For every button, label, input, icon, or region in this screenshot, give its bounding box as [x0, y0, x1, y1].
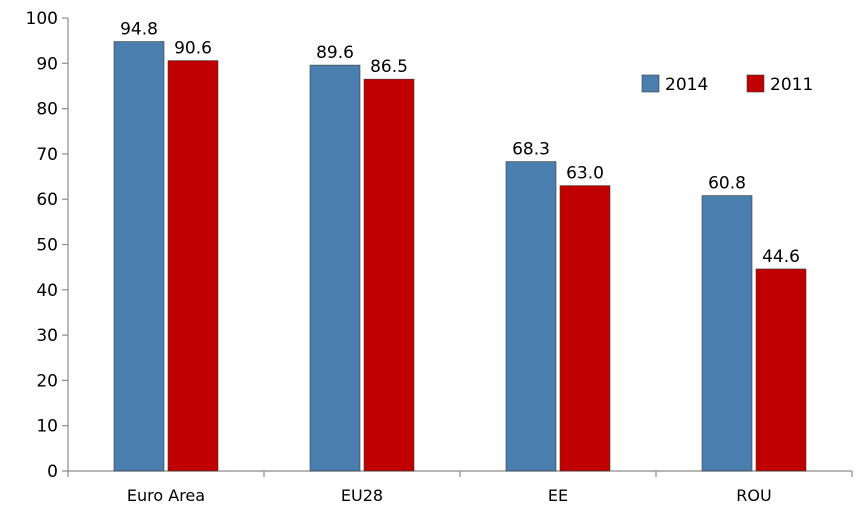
bars	[113, 41, 807, 472]
x-tick-label: EE	[548, 486, 568, 505]
y-tick-label: 40	[36, 281, 58, 301]
data-label: 44.6	[762, 247, 800, 267]
y-tick-label: 90	[36, 54, 58, 74]
bar-2014-eu28	[309, 64, 361, 472]
legend-label-2014: 2014	[665, 75, 708, 95]
x-tick-label: Euro Area	[127, 486, 205, 505]
data-label: 60.8	[708, 174, 746, 194]
y-tick-label: 100	[26, 9, 58, 29]
x-tick-label: EU28	[341, 486, 383, 505]
y-axis: 0 10 20 30 40 50 60 70 80 90 100	[26, 9, 69, 482]
bar-2011-euro-area	[167, 60, 219, 472]
data-label: 68.3	[512, 140, 550, 160]
bar-2011-ee	[559, 185, 611, 472]
x-tick-label: ROU	[736, 486, 771, 505]
legend-label-2011: 2011	[770, 75, 813, 95]
y-tick-label: 30	[36, 326, 58, 346]
y-tick-label: 60	[36, 190, 58, 210]
bar-2011-eu28	[363, 78, 415, 472]
y-tick-label: 70	[36, 145, 58, 165]
legend-swatch-2011	[746, 74, 765, 93]
y-tick-label: 10	[36, 417, 58, 437]
y-tick-label: 20	[36, 371, 58, 391]
y-tick-label: 80	[36, 100, 58, 120]
data-label: 90.6	[174, 39, 212, 59]
y-tick-label: 50	[36, 236, 58, 256]
legend: 2014 2011	[641, 74, 813, 95]
legend-swatch-2014	[641, 74, 660, 93]
data-label: 94.8	[120, 20, 158, 40]
bar-2014-euro-area	[113, 41, 165, 472]
y-tick-label: 0	[47, 462, 58, 482]
bar-2011-rou	[755, 268, 807, 472]
bar-2014-ee	[505, 161, 557, 472]
data-label: 86.5	[370, 57, 408, 77]
data-label: 89.6	[316, 43, 354, 63]
data-label: 63.0	[566, 164, 604, 184]
x-axis: Euro Area EU28 EE ROU	[67, 470, 853, 505]
bar-2014-rou	[701, 195, 753, 472]
data-labels: 94.8 90.6 89.6 86.5 68.3 63.0 60.8 44.6	[120, 20, 800, 267]
